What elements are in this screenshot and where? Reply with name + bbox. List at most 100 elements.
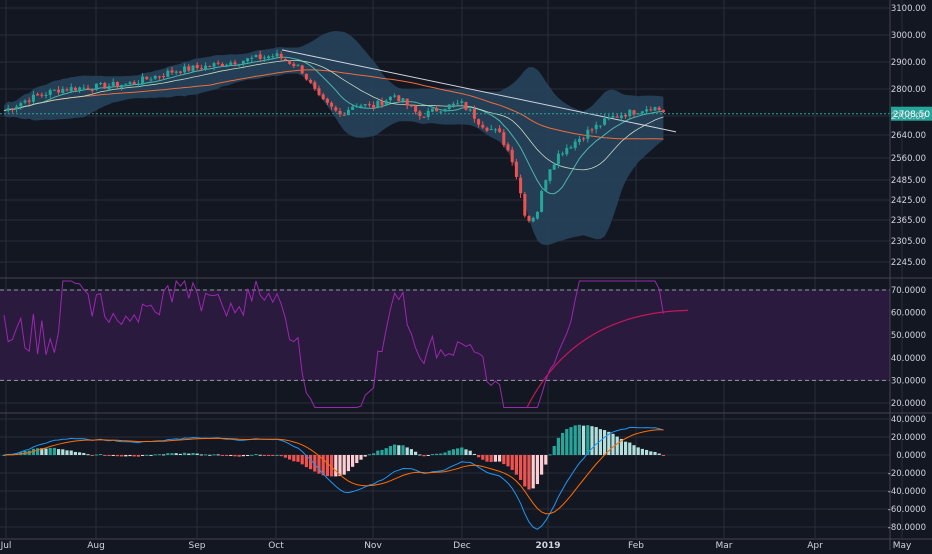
candle[interactable] <box>372 105 376 108</box>
candle[interactable] <box>619 115 623 119</box>
candle[interactable] <box>31 94 35 102</box>
candle[interactable] <box>99 83 103 85</box>
candle[interactable] <box>443 108 447 112</box>
candle[interactable] <box>489 129 493 131</box>
candle[interactable] <box>304 73 308 80</box>
candle[interactable] <box>544 180 548 191</box>
candle[interactable] <box>69 87 73 92</box>
candle[interactable] <box>456 103 460 105</box>
candle[interactable] <box>317 88 321 95</box>
candle[interactable] <box>624 114 628 117</box>
candle[interactable] <box>292 63 296 67</box>
candle[interactable] <box>90 89 94 91</box>
candle[interactable] <box>405 98 409 106</box>
candle[interactable] <box>124 83 128 85</box>
candle[interactable] <box>346 109 350 116</box>
candle[interactable] <box>141 76 145 84</box>
candle[interactable] <box>510 149 514 163</box>
candle[interactable] <box>44 94 48 96</box>
candle[interactable] <box>225 64 229 67</box>
candle[interactable] <box>313 82 317 89</box>
candle[interactable] <box>367 104 371 106</box>
candle[interactable] <box>183 66 187 73</box>
candle[interactable] <box>23 100 27 103</box>
candle[interactable] <box>351 106 355 111</box>
candle[interactable] <box>174 71 178 73</box>
candle[interactable] <box>15 106 19 110</box>
candle[interactable] <box>577 138 581 143</box>
candle[interactable] <box>254 55 258 58</box>
candle[interactable] <box>191 65 195 72</box>
candle[interactable] <box>628 109 632 117</box>
candle[interactable] <box>82 87 86 89</box>
candle[interactable] <box>208 66 212 68</box>
candle[interactable] <box>48 90 52 95</box>
candle[interactable] <box>199 68 203 70</box>
candle[interactable] <box>233 62 237 65</box>
candle[interactable] <box>36 94 40 96</box>
candle[interactable] <box>65 89 69 91</box>
candle[interactable] <box>447 104 451 110</box>
candle[interactable] <box>40 94 44 96</box>
candle[interactable] <box>216 62 220 64</box>
candle[interactable] <box>531 217 535 222</box>
candle[interactable] <box>94 83 98 91</box>
candle[interactable] <box>52 89 56 91</box>
candle[interactable] <box>472 109 476 119</box>
candle[interactable] <box>355 106 359 108</box>
candle[interactable] <box>481 124 485 128</box>
candle[interactable] <box>10 108 14 110</box>
candle[interactable] <box>27 100 31 102</box>
candle[interactable] <box>267 56 271 59</box>
candle[interactable] <box>363 104 367 106</box>
candle[interactable] <box>115 82 119 87</box>
candle[interactable] <box>527 215 531 221</box>
candle[interactable] <box>523 194 527 216</box>
candle[interactable] <box>246 58 250 62</box>
candle[interactable] <box>359 105 363 107</box>
candle[interactable] <box>607 117 611 120</box>
candle[interactable] <box>603 118 607 125</box>
candle[interactable] <box>649 109 653 111</box>
candle[interactable] <box>556 153 560 165</box>
candle[interactable] <box>460 101 464 103</box>
candle[interactable] <box>498 128 502 132</box>
candle[interactable] <box>57 89 61 93</box>
candle[interactable] <box>569 147 573 149</box>
candle[interactable] <box>111 82 115 86</box>
candle[interactable] <box>611 115 615 118</box>
candle[interactable] <box>187 66 191 71</box>
candle[interactable] <box>19 103 23 107</box>
candle[interactable] <box>380 100 384 106</box>
candle[interactable] <box>288 60 292 64</box>
candle[interactable] <box>586 129 590 139</box>
candle[interactable] <box>645 109 649 112</box>
candle[interactable] <box>73 87 77 91</box>
candle[interactable] <box>640 111 644 114</box>
candle[interactable] <box>514 161 518 177</box>
candle[interactable] <box>632 110 636 115</box>
candle[interactable] <box>321 94 325 100</box>
candle[interactable] <box>409 105 413 107</box>
candle[interactable] <box>78 87 82 91</box>
candle[interactable] <box>565 148 569 155</box>
candle[interactable] <box>548 169 552 181</box>
candle[interactable] <box>237 63 241 66</box>
candle[interactable] <box>128 82 132 85</box>
candle[interactable] <box>204 65 208 70</box>
candle[interactable] <box>338 110 342 115</box>
candle[interactable] <box>330 102 334 107</box>
candle[interactable] <box>502 132 506 145</box>
candle[interactable] <box>220 63 224 67</box>
candle[interactable] <box>279 53 283 59</box>
candle[interactable] <box>506 144 510 151</box>
candle[interactable] <box>615 116 619 118</box>
candle[interactable] <box>271 56 275 58</box>
candle[interactable] <box>212 63 216 67</box>
candle[interactable] <box>162 76 166 78</box>
candle[interactable] <box>178 71 182 73</box>
candle[interactable] <box>422 116 426 118</box>
candle[interactable] <box>598 125 602 127</box>
candle[interactable] <box>582 138 586 140</box>
